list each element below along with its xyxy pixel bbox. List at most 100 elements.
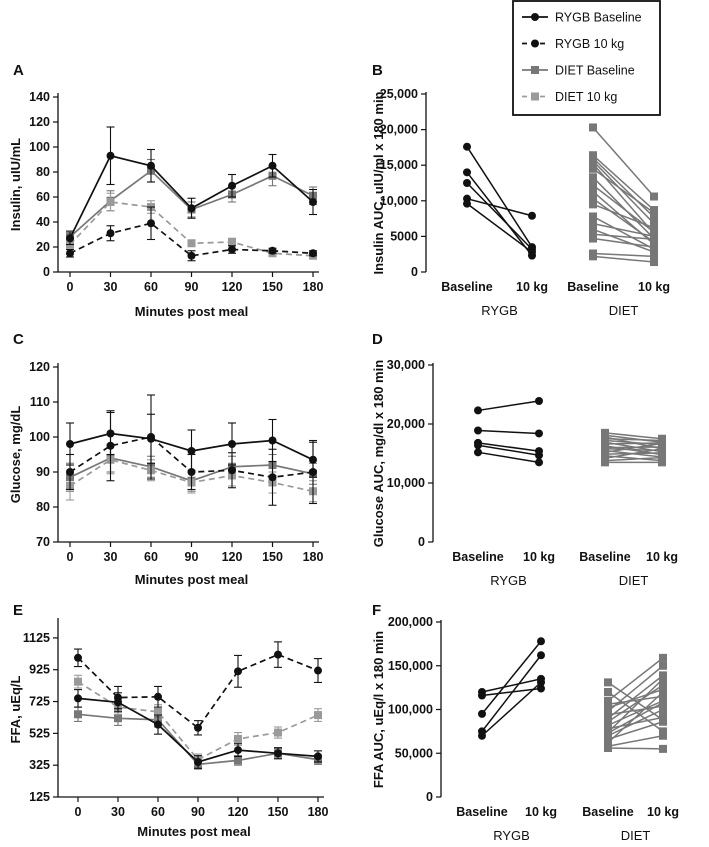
x-axis-title: Minutes post meal (137, 824, 250, 839)
data-point (474, 441, 482, 450)
pair-line (607, 657, 664, 702)
y-axis-title: FFA, uEq/L (8, 676, 23, 744)
x-tick-label: 60 (144, 550, 158, 564)
series-rygb-10-kg (74, 641, 322, 736)
data-point (650, 258, 658, 267)
pair-line (477, 429, 540, 435)
data-point (187, 251, 196, 260)
pair-line (477, 442, 540, 452)
data-point (659, 731, 667, 740)
data-point (234, 746, 242, 755)
pair-line (477, 444, 540, 457)
legend-marker (531, 39, 539, 48)
x-tick-label: 150 (262, 550, 283, 564)
diet-pairs (601, 428, 666, 467)
y-axis-title: Insulin, uIU/mL (8, 138, 23, 231)
panel-label: E (13, 602, 23, 619)
data-point (658, 458, 666, 467)
pair-line (592, 228, 655, 253)
data-point (187, 204, 196, 213)
series-rygb-baseline (66, 126, 317, 246)
panel-label: B (372, 62, 383, 79)
pair-line (481, 681, 542, 737)
x-category-label: Baseline (579, 550, 630, 564)
panel-label: C (13, 331, 24, 348)
y-axis-title: Glucose, mg/dL (8, 406, 23, 504)
data-point (589, 212, 597, 221)
x-tick-label: 30 (111, 805, 125, 819)
data-point (274, 749, 282, 758)
data-point (659, 661, 667, 670)
data-point (187, 239, 196, 248)
pair-line (592, 126, 655, 198)
y-tick-label: 120 (29, 360, 50, 374)
data-point (658, 448, 666, 457)
y-axis-title: FFA AUC, uEq/l x 180 min (371, 631, 386, 788)
x-category-label: 10 kg (523, 550, 555, 564)
y-tick-label: 10,000 (387, 476, 425, 490)
x-tick-label: 60 (151, 805, 165, 819)
y-tick-label: 80 (36, 165, 50, 179)
panel-label: D (372, 331, 383, 348)
rygb-pairs (478, 637, 545, 740)
diet-pairs (589, 123, 658, 267)
data-point (228, 440, 236, 448)
x-category-label: 10 kg (647, 805, 679, 819)
y-tick-label: 140 (29, 90, 50, 104)
pair-line (481, 678, 542, 693)
data-point (589, 181, 597, 190)
pair-line (604, 434, 663, 444)
pair-line (466, 182, 533, 250)
data-point (66, 468, 74, 476)
data-point (234, 667, 242, 676)
data-point (650, 243, 658, 252)
data-point (228, 245, 236, 254)
pair-line (607, 735, 664, 747)
pair-line (592, 237, 655, 248)
data-point (658, 444, 666, 453)
y-tick-label: 525 (29, 726, 50, 740)
data-point (528, 211, 536, 220)
data-point (650, 228, 658, 237)
data-point (589, 219, 597, 228)
panel-label: F (372, 602, 381, 619)
pair-line (592, 215, 655, 250)
y-tick-label: 20,000 (380, 123, 418, 137)
data-point (650, 208, 658, 217)
data-point (147, 161, 155, 170)
x-tick-label: 180 (308, 805, 329, 819)
data-point (478, 691, 486, 700)
pair-line (592, 203, 655, 229)
data-point (154, 692, 162, 701)
x-tick-label: 30 (104, 550, 118, 564)
data-point (268, 161, 277, 170)
pair-line (592, 157, 655, 218)
pair-line (607, 665, 664, 712)
panel-C: C 70 80 90 100 110 120 0 30 60 90 120 150 180 Minutes … (8, 331, 323, 587)
pair-line (466, 203, 533, 253)
data-point (234, 734, 242, 743)
data-point (650, 248, 658, 257)
data-point (659, 688, 667, 696)
rygb-pairs (474, 396, 543, 467)
pair-line (607, 701, 664, 734)
y-tick-label: 200,000 (388, 615, 433, 629)
y-tick-label: 10,000 (380, 194, 418, 208)
y-tick-label: 25,000 (380, 87, 418, 101)
data-point (650, 213, 658, 222)
data-point (659, 717, 667, 726)
pair-line (604, 456, 663, 462)
y-tick-label: 150,000 (388, 659, 433, 673)
data-point (106, 229, 115, 238)
data-point (114, 714, 122, 723)
y-tick-label: 925 (29, 663, 50, 677)
data-point (659, 698, 667, 707)
y-tick-label: 725 (29, 695, 50, 709)
data-point (535, 396, 543, 405)
data-point (187, 447, 196, 455)
x-tick-label: 180 (303, 280, 324, 294)
pair-line (607, 721, 664, 740)
